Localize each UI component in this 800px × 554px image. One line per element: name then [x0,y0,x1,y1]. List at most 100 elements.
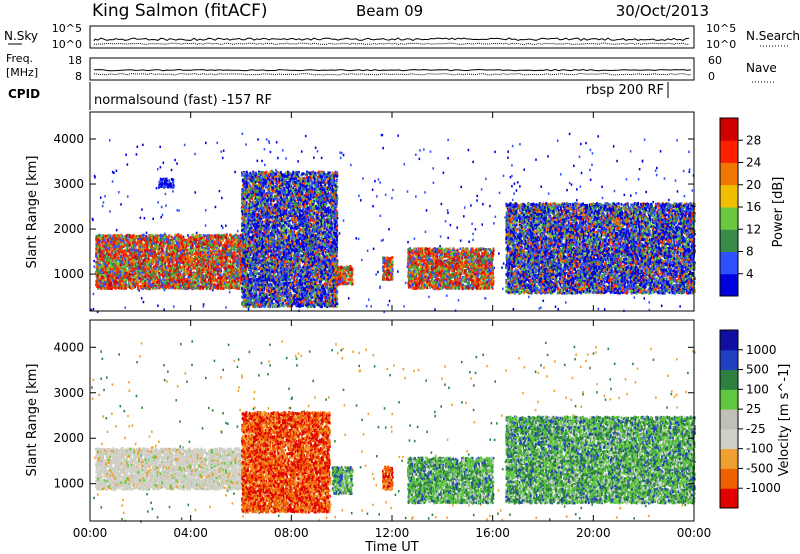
echo-cell [176,162,178,164]
echo-cell [109,210,111,212]
echo-cell [161,206,163,208]
echo-cell [162,214,164,216]
echo-cell [172,249,174,252]
echo-cell [220,150,222,152]
echo-cell [493,222,495,224]
echo-cell [519,185,521,187]
echo-cell [573,165,575,167]
echo-cell [165,193,167,195]
echo-cell [234,171,236,173]
echo-cell [176,209,178,211]
echo-cell [257,138,259,140]
echo-cell [589,169,591,171]
echo-cell [194,153,196,155]
echo-cell [581,172,583,174]
echo-cell [257,160,259,162]
noise-tick-top-right: 10^5 [706,22,736,35]
echo-cell [676,139,678,141]
echo-cell [512,199,514,201]
echo-cell [443,172,445,174]
echo-cell [137,146,139,148]
echo-cell [675,179,677,181]
echo-cell [456,226,458,228]
echo-cell [223,150,225,152]
echo-cell [387,304,389,306]
echo-cell [355,237,357,239]
echo-cell [569,133,571,135]
echo-cell [689,168,691,170]
echo-cell [432,167,434,169]
echo-cell [540,306,542,308]
echo-cell [131,287,133,290]
echo-cell [683,170,685,172]
echo-cell [604,308,606,310]
echo-cell [315,147,317,149]
echo-cell [423,148,425,150]
echo-cell [476,195,478,197]
echo-cell [535,159,537,161]
echo-cell [194,191,196,193]
echo-cell [321,157,323,159]
nave-tick-bottom: 0 [708,70,715,83]
echo-cell [616,160,618,162]
echo-cell [157,168,159,170]
echo-cell [215,206,217,208]
echo-cell [203,303,205,305]
echo-cell [205,224,207,226]
echo-cell [379,181,381,183]
echo-cell [566,189,568,191]
echo-cell [565,301,567,303]
echo-cell [404,163,406,165]
echo-cell [268,142,270,144]
echo-cell [93,265,95,267]
echo-cell [397,270,399,272]
echo-cell [137,287,139,290]
echo-cell [389,300,391,302]
echo-cell [630,194,632,196]
echo-cell [560,173,562,175]
echo-cell [388,228,390,230]
echo-cell [503,262,505,264]
echo-cell [358,238,360,240]
echo-cell [580,185,582,187]
echo-cell [415,195,417,197]
echo-cell [598,308,600,310]
nsky-label: N.Sky [4,29,38,43]
echo-cell [140,217,142,219]
echo-cell [511,185,513,187]
noise-tick-bottom-left: 10^0 [52,38,82,51]
echo-cell [127,195,129,197]
echo-cell [643,297,645,299]
echo-cell [118,191,120,193]
echo-cell [142,144,144,146]
echo-cell [242,133,244,135]
echo-cell [285,157,287,159]
echo-cell [692,189,694,191]
echo-cell [221,197,223,199]
echo-cell [590,179,592,181]
echo-cell [511,175,513,177]
echo-cell [305,135,307,137]
echo-cell [645,191,647,193]
echo-cell [511,164,513,166]
echo-cell [601,186,603,188]
echo-cell [688,151,690,153]
echo-cell [557,140,559,142]
echo-cell [203,234,205,237]
echo-cell [642,160,644,162]
echo-cell [498,252,500,254]
echo-cell [165,204,167,206]
echo-cell [407,190,409,192]
echo-cell [372,205,374,207]
echo-cell [188,237,190,240]
echo-cell [569,182,571,184]
echo-cell [510,176,512,178]
echo-cell [447,237,449,239]
echo-cell [638,178,640,180]
echo-cell [445,220,447,222]
echo-cell [446,295,448,297]
echo-cell [112,180,114,182]
echo-cell [555,306,557,308]
echo-cell [120,203,122,205]
